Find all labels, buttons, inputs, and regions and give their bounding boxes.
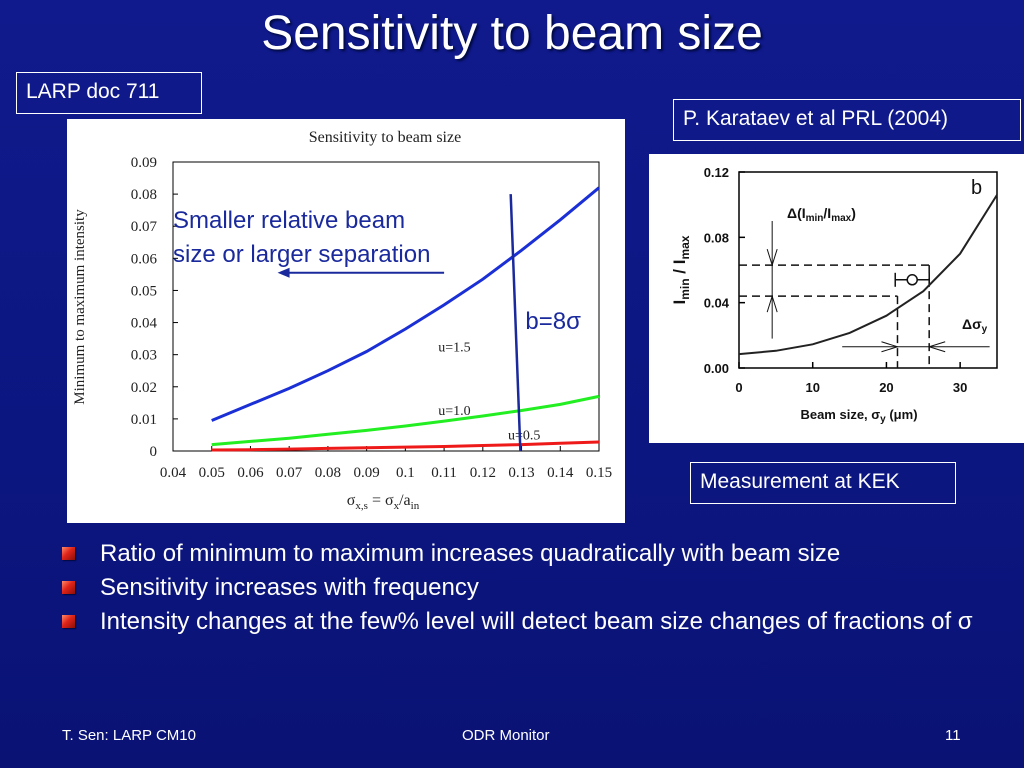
y-tick-label: 0.05 [131,283,157,299]
y-tick-label: 0.08 [131,187,157,203]
plot-area [738,171,998,369]
y-tick-label: 0.07 [131,219,158,235]
y-tick-label: 0.00 [704,361,729,376]
bullet-text: Ratio of minimum to maximum increases qu… [100,540,841,567]
y-tick-label: 0.01 [131,412,157,428]
y-axis-label: Imin / Imax [670,235,692,304]
y-tick-label: 0.12 [704,165,729,180]
series-label: u=1.5 [438,340,470,355]
chart-panel-right: 0.00 0.04 0.08 0.12 0 10 20 30 b Imin / Imax B… [649,154,1024,443]
x-tick-label: 30 [953,380,967,395]
annotation-line-label: b=8σ [525,308,581,335]
x-tick-label: 20 [879,380,893,395]
x-axis-label: Beam size, σy (μm) [800,407,917,425]
series-line [738,194,998,356]
y-tick-label: 0.02 [131,380,157,396]
delta-sigma-label: Δσy [962,316,988,335]
x-tick-label: 0 [735,380,742,395]
sensitivity-chart: Sensitivity to beam size 0 0.01 0.02 0.03 0.… [72,129,612,512]
measure-arrow [927,341,946,353]
x-tick-label: 0.12 [470,465,496,481]
x-tick-label: 0.13 [508,465,534,481]
measured-point [906,274,918,286]
x-tick-label: 0.1 [396,465,415,481]
y-tick-label: 0.09 [131,155,157,171]
annotation-line [509,194,522,452]
y-axis-label: Minimum to maximum intensity [72,209,88,405]
bullet-icon [62,581,75,594]
reference-label-larp: LARP doc 711 [16,72,202,114]
y-tick-label: 0 [150,444,158,460]
bullet-text: Sensitivity increases with frequency [100,574,479,601]
measure-arrow [766,294,778,313]
panel-label: b [971,177,982,199]
series-label: u=1.0 [438,404,470,419]
bullet-item: Ratio of minimum to maximum increases qu… [62,541,992,567]
plot-area [172,161,600,452]
bullet-item: Intensity changes at the few% level will… [62,609,992,635]
kek-measurement-chart: 0.00 0.04 0.08 0.12 0 10 20 30 b Imin / Imax B… [670,165,998,425]
series-label: u=0.5 [508,428,540,443]
x-tick-label: 10 [805,380,819,395]
y-tick-label: 0.03 [131,348,157,364]
x-tick-label: 0.09 [354,465,380,481]
bullet-text: Intensity changes at the few% level will… [100,608,973,635]
y-tick-label: 0.08 [704,230,729,245]
x-tick-label: 0.04 [160,465,187,481]
x-tick-label: 0.14 [547,465,574,481]
chart-panel-left: Sensitivity to beam size 0 0.01 0.02 0.03 0.… [67,119,625,523]
bullet-icon [62,615,75,628]
x-tick-label: 0.07 [276,465,303,481]
series-line [211,440,600,452]
y-tick-label: 0.04 [131,316,158,332]
measurement-label: Measurement at KEK [690,462,956,504]
x-tick-label: 0.08 [315,465,341,481]
measure-arrow [881,341,900,353]
annotation-text-line2: size or larger separation [173,241,430,268]
x-tick-label: 0.06 [237,465,264,481]
x-tick-label: 0.15 [586,465,612,481]
slide-title: Sensitivity to beam size [261,7,763,60]
series-line [211,186,600,422]
footer-author: T. Sen: LARP CM10 [62,727,196,744]
measure-arrow [766,248,778,267]
annotation-text-line1: Smaller relative beam [173,207,405,234]
series-line [211,394,600,447]
chart-title: Sensitivity to beam size [309,129,461,146]
bullet-item: Sensitivity increases with frequency [62,575,992,601]
y-tick-label: 0.04 [704,296,730,311]
bullet-icon [62,547,75,560]
footer-title: ODR Monitor [462,727,550,744]
arrow-head [277,267,290,278]
reference-label-karataev: P. Karataev et al PRL (2004) [673,99,1021,141]
page-number: 11 [945,727,961,744]
x-axis-label: σx,s = σx/ain [347,492,420,512]
x-tick-label: 0.11 [431,465,457,481]
bullet-list: Ratio of minimum to maximum increases qu… [62,541,992,643]
x-tick-label: 0.05 [199,465,225,481]
y-tick-label: 0.06 [131,251,158,267]
